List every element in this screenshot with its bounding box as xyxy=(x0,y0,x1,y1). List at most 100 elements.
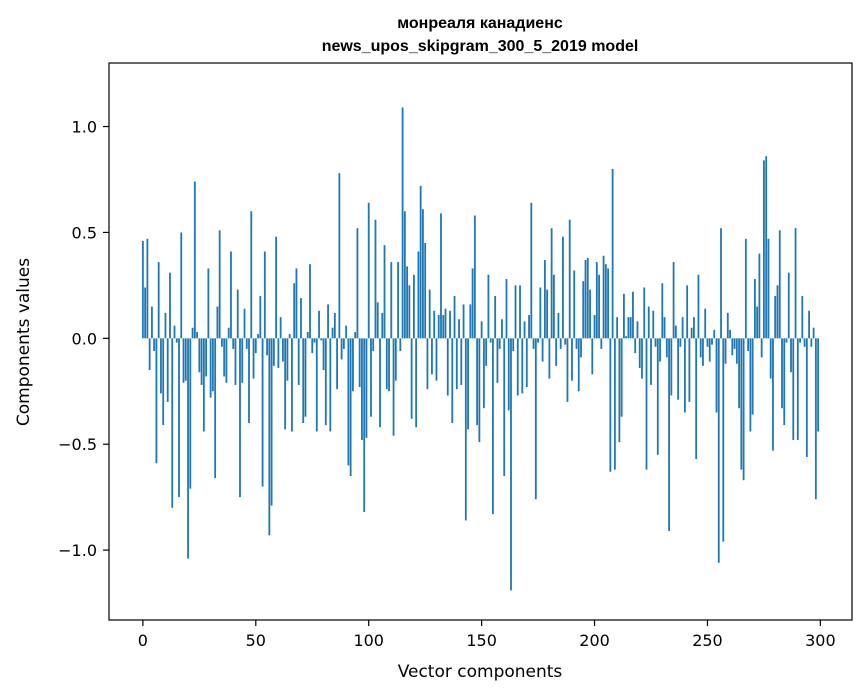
bar-215 xyxy=(627,317,630,339)
bar-217 xyxy=(632,291,634,339)
bar-205 xyxy=(604,264,607,339)
bar-117 xyxy=(406,266,409,339)
bar-291 xyxy=(799,338,801,343)
bar-218 xyxy=(634,338,637,354)
bar-25 xyxy=(198,338,201,373)
bar-138 xyxy=(453,295,456,339)
bar-55 xyxy=(266,338,268,356)
bar-124 xyxy=(422,209,424,339)
bar-294 xyxy=(805,338,808,457)
x-axis-ticks: 0 50 100 150 200 250 300 xyxy=(138,620,836,650)
bar-32 xyxy=(214,338,217,479)
bar-212 xyxy=(620,338,623,417)
bar-36 xyxy=(223,338,226,377)
y-tick-label-2: 0.0 xyxy=(72,329,97,348)
bar-73 xyxy=(306,331,309,339)
bar-118 xyxy=(408,285,411,339)
bar-299 xyxy=(817,338,820,432)
bar-198 xyxy=(589,289,591,339)
bar-53 xyxy=(261,338,264,487)
bar-177 xyxy=(541,338,544,362)
bar-158 xyxy=(498,338,501,349)
bar-258 xyxy=(724,338,727,364)
bar-1 xyxy=(144,287,147,339)
plot-frame xyxy=(108,62,853,621)
bar-169 xyxy=(523,321,526,339)
bar-265 xyxy=(740,338,743,470)
bar-286 xyxy=(787,272,790,339)
bar-0 xyxy=(141,240,144,339)
bar-193 xyxy=(577,338,580,392)
bar-69 xyxy=(297,338,300,385)
x-tick-label-3: 150 xyxy=(466,631,497,650)
y-axis-ticks: −1.0 −0.5 0.0 0.5 1.0 xyxy=(58,118,109,560)
bar-22 xyxy=(191,327,194,339)
bar-71 xyxy=(302,338,305,424)
bar-35 xyxy=(221,338,223,347)
bar-92 xyxy=(349,338,352,476)
bar-167 xyxy=(519,285,521,339)
bar-240 xyxy=(683,338,686,413)
bar-221 xyxy=(641,338,643,379)
bar-151 xyxy=(482,338,485,409)
bar-249 xyxy=(704,308,707,339)
bar-146 xyxy=(471,268,474,339)
bar-180 xyxy=(548,338,551,379)
bar-197 xyxy=(586,257,589,339)
bar-42 xyxy=(236,289,239,339)
bar-186 xyxy=(562,236,564,339)
bar-123 xyxy=(419,185,422,339)
bar-79 xyxy=(320,338,323,341)
bar-10 xyxy=(164,312,167,339)
bar-6 xyxy=(155,338,158,464)
bar-28 xyxy=(205,338,208,377)
bar-148 xyxy=(476,338,479,426)
bar-219 xyxy=(636,321,639,339)
bar-156 xyxy=(494,295,497,339)
bar-225 xyxy=(650,338,652,385)
bar-175 xyxy=(537,338,539,343)
bar-273 xyxy=(758,253,761,339)
bar-232 xyxy=(665,338,668,358)
bar-110 xyxy=(390,262,393,339)
chart-title-line-1: монреаля канадиенс xyxy=(397,15,563,32)
bar-19 xyxy=(184,338,187,381)
bar-88 xyxy=(340,338,343,360)
bar-50 xyxy=(254,338,257,354)
bar-231 xyxy=(663,317,666,339)
x-tick-label-2: 100 xyxy=(353,631,384,650)
bar-272 xyxy=(756,306,759,339)
y-tick-label-3: 0.5 xyxy=(72,223,97,242)
bar-228 xyxy=(656,338,659,455)
x-tick-label-6: 300 xyxy=(805,631,836,650)
bar-96 xyxy=(358,338,361,388)
bar-64 xyxy=(286,338,289,381)
bar-57 xyxy=(270,338,273,506)
bar-85 xyxy=(333,312,336,339)
bar-101 xyxy=(370,338,372,417)
bar-41 xyxy=(234,338,237,385)
bar-208 xyxy=(611,168,614,339)
bar-137 xyxy=(451,338,454,424)
bar-226 xyxy=(652,310,655,339)
bar-176 xyxy=(539,287,542,339)
x-tick-label-0: 0 xyxy=(138,631,148,650)
bar-239 xyxy=(681,317,684,339)
bar-47 xyxy=(248,338,250,424)
bar-184 xyxy=(557,312,560,339)
bar-8 xyxy=(160,338,162,394)
bar-84 xyxy=(331,327,334,339)
bar-204 xyxy=(602,255,605,339)
chart-title-line-2: news_upos_skipgram_300_5_2019 model xyxy=(322,38,639,55)
bar-3 xyxy=(148,338,151,371)
bar-188 xyxy=(566,338,569,402)
bar-190 xyxy=(571,338,573,381)
bar-234 xyxy=(670,338,673,396)
bar-139 xyxy=(455,338,458,390)
bar-16 xyxy=(178,338,180,498)
bar-237 xyxy=(677,338,680,400)
bar-102 xyxy=(372,338,375,352)
bar-274 xyxy=(760,338,763,358)
bar-268 xyxy=(747,338,750,352)
bar-143 xyxy=(464,338,467,521)
